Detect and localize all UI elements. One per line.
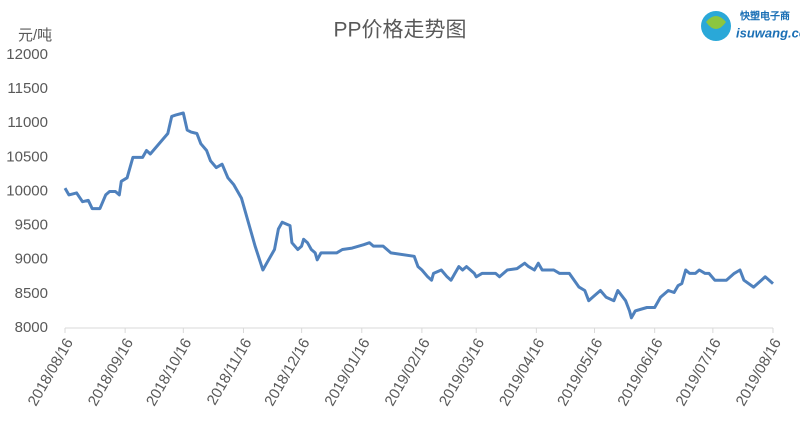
x-tick-label: 2019/08/16: [733, 335, 785, 409]
y-tick-label: 11500: [7, 80, 48, 97]
x-tick-label: 2018/10/16: [143, 335, 195, 409]
x-tick-label: 2018/08/16: [25, 335, 77, 409]
x-tick-label: 2019/01/16: [321, 335, 373, 409]
x-tick-label: 2019/03/16: [436, 335, 488, 409]
price-line: [63, 111, 774, 320]
y-tick-label: 11000: [7, 114, 48, 131]
x-tick-label: 2018/11/16: [204, 335, 256, 408]
x-tick-label: 2019/02/16: [382, 335, 434, 409]
y-tick-label: 8500: [15, 285, 48, 302]
x-tick-label: 2018/12/16: [261, 335, 313, 409]
y-tick-label: 9500: [15, 217, 48, 234]
x-tick-label: 2018/09/16: [85, 335, 137, 409]
y-tick-label: 8000: [15, 319, 48, 336]
x-tick-label: 2019/05/16: [554, 335, 606, 409]
y-tick-label: 10000: [6, 182, 48, 199]
y-tick-label: 12000: [6, 46, 48, 63]
logo-site: isuwang.co: [736, 25, 800, 40]
logo: 快塑电子商 isuwang.co: [701, 10, 800, 41]
x-tick-label: 2019/04/16: [496, 335, 548, 409]
logo-leaf: [706, 16, 726, 29]
chart-title: PP价格走势图: [333, 19, 466, 42]
y-axis-label: 元/吨: [18, 27, 52, 44]
y-tick-label: 9000: [15, 251, 48, 268]
x-tick-label: 2019/07/16: [673, 335, 725, 409]
logo-name: 快塑电子商: [739, 10, 790, 23]
y-tick-label: 10500: [6, 148, 48, 165]
x-tick-label: 2019/06/16: [614, 335, 666, 409]
